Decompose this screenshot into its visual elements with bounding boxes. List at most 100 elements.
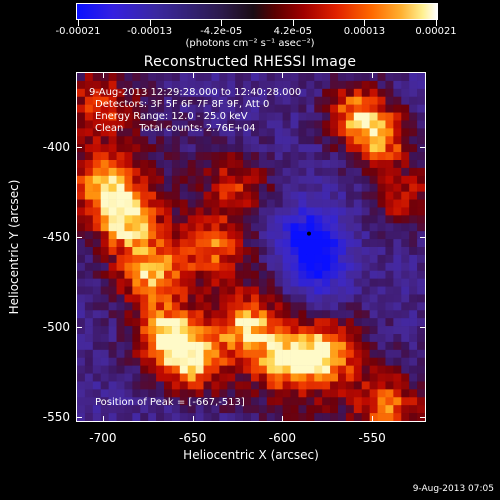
heatmap-cell — [132, 175, 141, 185]
heatmap-cell — [251, 357, 260, 366]
heatmap-cell — [84, 128, 94, 137]
heatmap-cell — [353, 112, 363, 121]
heatmap-cell — [314, 341, 323, 351]
heatmap-cell — [377, 231, 386, 240]
heatmap-cell — [251, 223, 260, 232]
heatmap-cell — [298, 270, 307, 279]
heatmap-cell — [171, 215, 181, 224]
heatmap-cell — [148, 247, 157, 256]
heatmap-cell — [219, 381, 228, 390]
heatmap-cell — [385, 326, 394, 335]
heatmap-cell — [251, 341, 260, 351]
heatmap-cell — [100, 262, 109, 272]
heatmap-cell — [171, 294, 181, 303]
heatmap-cell — [393, 239, 402, 248]
heatmap-cell — [108, 341, 117, 351]
heatmap-cell — [187, 286, 196, 295]
heatmap-cell — [179, 120, 189, 129]
heatmap-cell — [203, 413, 212, 421]
heatmap-cell — [298, 254, 307, 264]
heatmap-cell — [77, 286, 86, 295]
heatmap-cell — [243, 302, 252, 311]
heatmap-cell — [116, 199, 125, 208]
heatmap-cell — [187, 254, 196, 264]
heatmap-cell — [124, 357, 133, 366]
heatmap-cell — [92, 270, 102, 279]
heatmap-cell — [401, 373, 410, 382]
heatmap-cell — [227, 112, 236, 121]
heatmap-cell — [306, 278, 315, 287]
heatmap-cell — [377, 413, 386, 421]
heatmap-cell — [258, 247, 268, 256]
heatmap-cell — [187, 389, 196, 398]
heatmap-cell — [314, 104, 323, 113]
heatmap-cell — [409, 96, 418, 105]
heatmap-cell — [417, 278, 425, 287]
heatmap-cell — [417, 152, 425, 161]
heatmap-cell — [92, 326, 102, 335]
heatmap-cell — [353, 334, 363, 343]
y-tick — [76, 147, 82, 149]
heatmap-cell — [219, 120, 228, 129]
heatmap-cell — [100, 231, 109, 240]
heatmap-cell — [84, 270, 94, 279]
heatmap-cell — [140, 80, 149, 90]
heatmap-cell — [306, 167, 315, 177]
heatmap-cell — [290, 183, 299, 192]
heatmap-cell — [330, 231, 339, 240]
heatmap-cell — [401, 152, 410, 161]
heatmap-cell — [171, 254, 181, 264]
heatmap-cell — [171, 128, 181, 137]
heatmap-cell — [227, 326, 236, 335]
heatmap-cell — [377, 294, 386, 303]
heatmap-cell — [290, 120, 299, 129]
heatmap-cell — [345, 144, 355, 153]
heatmap-cell — [195, 397, 204, 406]
heatmap-cell — [314, 167, 323, 177]
heatmap-cell — [258, 96, 268, 105]
heatmap-cell — [148, 357, 157, 366]
heatmap-cell — [290, 365, 299, 374]
heatmap-cell — [84, 199, 94, 208]
heatmap-cell — [385, 104, 394, 113]
heatmap-cell — [92, 73, 102, 82]
heatmap-cell — [195, 120, 204, 129]
heatmap-cell — [211, 349, 220, 359]
heatmap-cell — [266, 413, 276, 421]
heatmap-cell — [393, 144, 402, 153]
heatmap-cell — [235, 270, 244, 279]
heatmap-cell — [243, 365, 252, 374]
heatmap-cell — [124, 302, 133, 311]
heatmap-cell — [290, 381, 299, 390]
heatmap-cell — [417, 326, 425, 335]
heatmap-cell — [369, 191, 378, 200]
heatmap-cell — [124, 199, 133, 208]
heatmap-cell — [282, 405, 291, 414]
heatmap-cell — [140, 341, 149, 351]
heatmap-cell — [148, 223, 157, 232]
heatmap-cell — [361, 80, 370, 90]
heatmap-cell — [77, 357, 86, 366]
heatmap-cell — [377, 144, 386, 153]
heatmap-cell — [251, 183, 260, 192]
heatmap-cell — [92, 278, 102, 287]
heatmap-cell — [171, 112, 181, 121]
heatmap-cell — [409, 405, 418, 414]
heatmap-cell — [156, 80, 165, 90]
heatmap-cell — [116, 136, 125, 145]
heatmap-cell — [156, 310, 165, 319]
heatmap-cell — [148, 365, 157, 374]
heatmap-cell — [409, 128, 418, 137]
heatmap-cell — [203, 80, 212, 90]
heatmap-cell — [251, 104, 260, 113]
heatmap-cell — [353, 310, 363, 319]
heatmap-cell — [345, 270, 355, 279]
heatmap-cell — [314, 357, 323, 366]
heatmap-cell — [77, 80, 86, 90]
heatmap-cell — [266, 175, 276, 185]
heatmap-cell — [369, 183, 378, 192]
heatmap-cell — [353, 231, 363, 240]
heatmap-cell — [124, 88, 133, 98]
heatmap-cell — [322, 270, 331, 279]
heatmap-cell — [77, 167, 86, 177]
